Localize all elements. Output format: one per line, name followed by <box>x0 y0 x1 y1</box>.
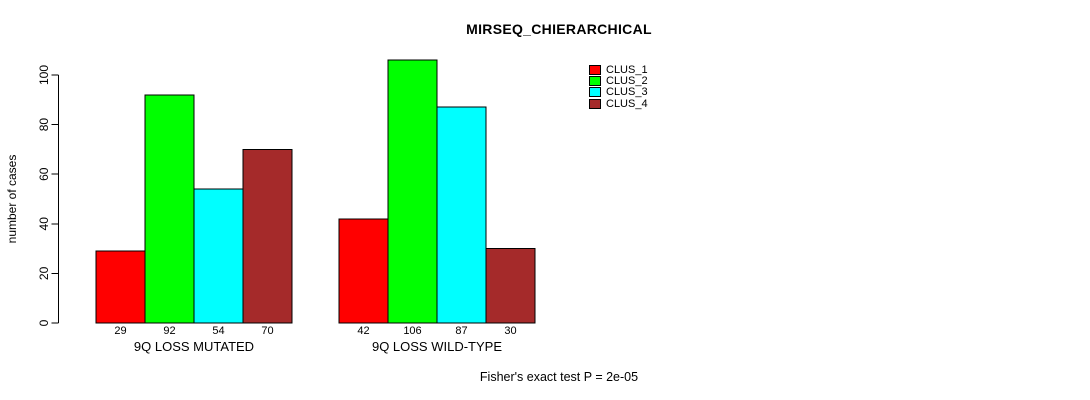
fisher-test-annotation: Fisher's exact test P = 2e-05 <box>479 370 639 384</box>
bar-value-label: 42 <box>357 325 369 337</box>
legend-item-clus-1: CLUS_1 <box>589 63 648 76</box>
legend-label: CLUS_4 <box>606 97 648 110</box>
y-axis-title: number of cases <box>5 155 19 244</box>
bar-clus-2-9q-loss-mutated <box>144 94 195 324</box>
legend-label: CLUS_2 <box>606 75 648 88</box>
legend-item-clus-2: CLUS_2 <box>589 75 648 88</box>
bar-value-label: 106 <box>403 325 421 337</box>
legend-item-clus-3: CLUS_3 <box>589 86 648 99</box>
legend-item-clus-4: CLUS_4 <box>589 97 648 110</box>
legend-label: CLUS_3 <box>606 86 648 99</box>
bar-value-label: 29 <box>114 325 126 337</box>
y-axis-tick-label: 60 <box>37 167 51 181</box>
legend: CLUS_1 CLUS_2 CLUS_3 CLUS_4 <box>589 64 648 110</box>
bar-clus-1-9q-loss-wild-type <box>338 218 389 324</box>
legend-swatch-clus-4 <box>589 98 601 109</box>
group-label-9q-loss-wild-type: 9Q LOSS WILD-TYPE <box>372 339 502 354</box>
bar-value-label: 92 <box>163 325 175 337</box>
y-axis-tick-label: 0 <box>37 319 51 326</box>
legend-swatch-clus-1 <box>589 64 601 75</box>
y-axis-tick-label: 100 <box>37 65 51 85</box>
legend-swatch-clus-2 <box>589 76 601 87</box>
y-axis-tick-label: 80 <box>37 118 51 132</box>
bar-clus-2-9q-loss-wild-type <box>387 59 438 324</box>
bar-value-label: 54 <box>212 325 224 337</box>
legend-swatch-clus-3 <box>589 87 601 98</box>
bar-clus-4-9q-loss-wild-type <box>485 248 536 324</box>
bar-clus-1-9q-loss-mutated <box>95 250 146 324</box>
y-axis-tick-label: 40 <box>37 217 51 231</box>
bar-value-label: 30 <box>504 325 516 337</box>
y-axis-tick-label: 20 <box>37 266 51 280</box>
bar-clus-4-9q-loss-mutated <box>242 148 293 324</box>
bar-clus-3-9q-loss-wild-type <box>436 106 487 324</box>
chart-title: MIRSEQ_CHIERARCHICAL <box>466 21 652 37</box>
group-label-9q-loss-mutated: 9Q LOSS MUTATED <box>134 339 254 354</box>
bar-value-label: 70 <box>261 325 273 337</box>
bar-value-label: 87 <box>455 325 467 337</box>
bar-clus-3-9q-loss-mutated <box>193 188 244 324</box>
legend-label: CLUS_1 <box>606 63 648 76</box>
